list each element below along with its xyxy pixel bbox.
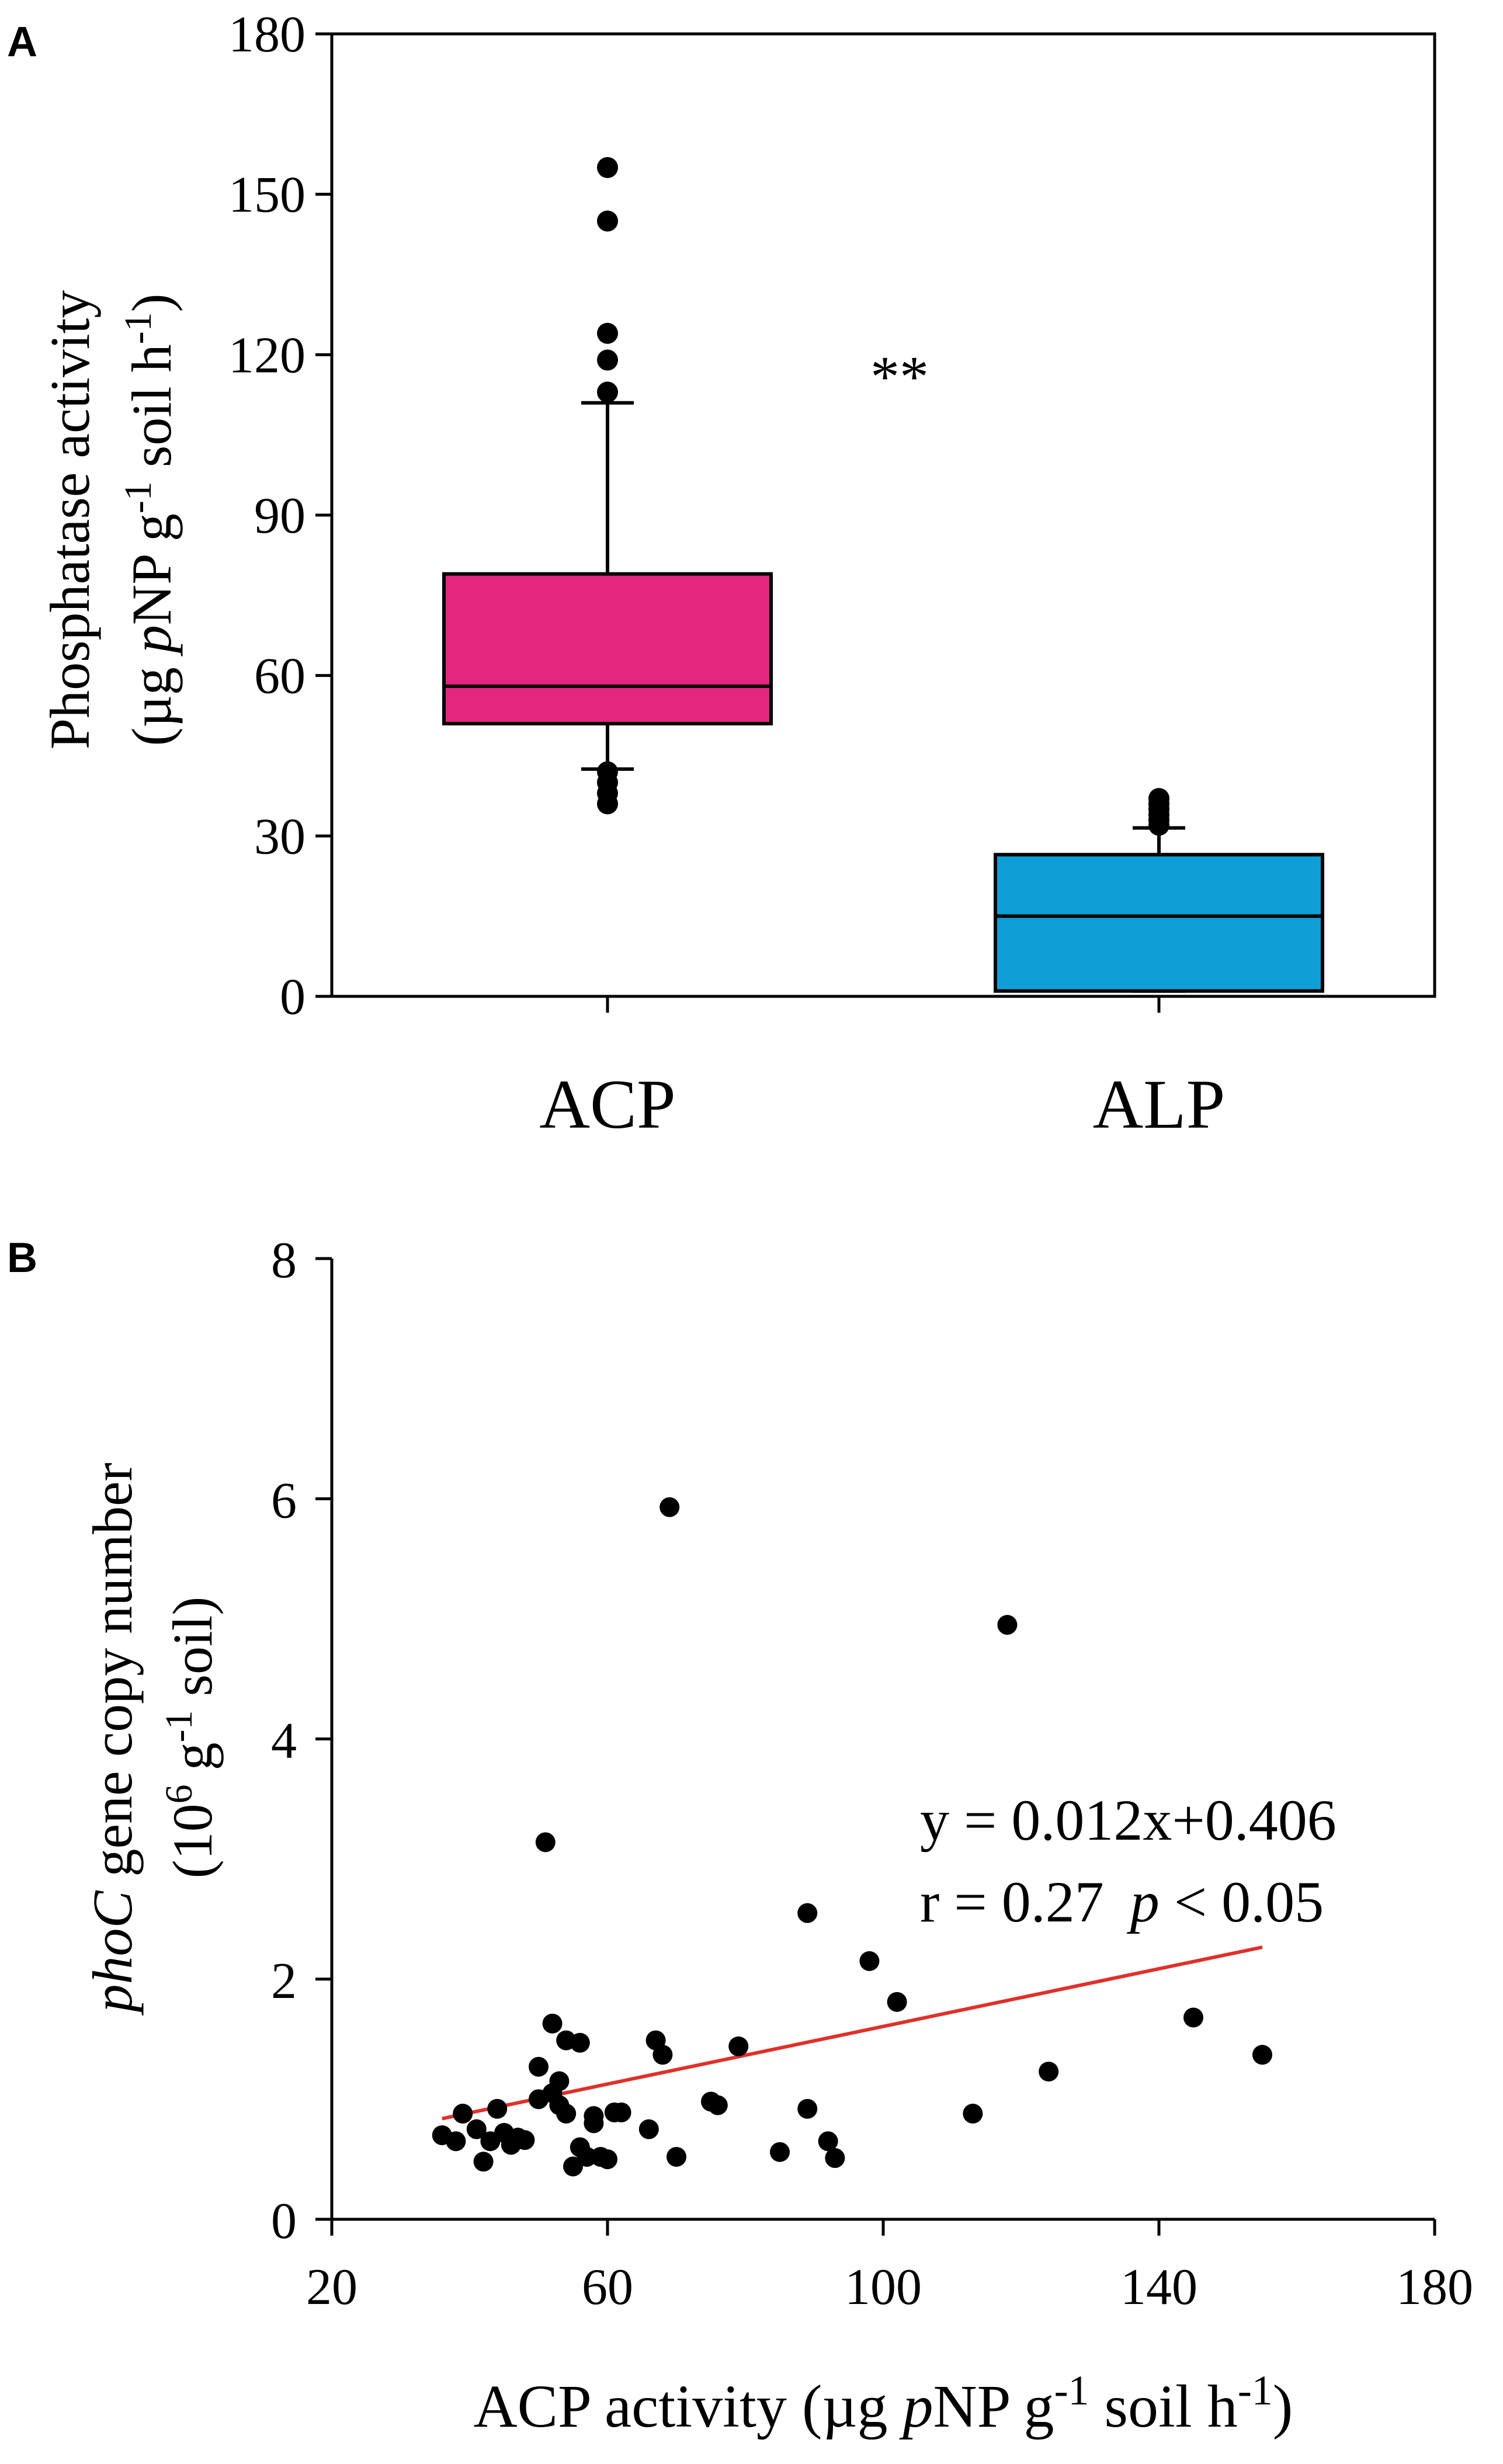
y-tick-label: 0 [280, 969, 306, 1026]
scatter-point [432, 2125, 452, 2146]
correlation-stats: r = 0.27 p < 0.05 [920, 1869, 1324, 1934]
box-plot-x-axis: ACP ALP [539, 996, 1225, 1143]
x-tick-label: 180 [1396, 2259, 1473, 2316]
box-acp [442, 572, 773, 726]
scatter-point [652, 2045, 673, 2065]
x-tick-label: 100 [845, 2259, 922, 2316]
panel-b-label: B [7, 1235, 37, 1281]
scatter-y-label-line1: phoC gene copy number [81, 1462, 144, 2015]
scatter-point [859, 1951, 880, 1971]
scatter-y-label-line2: (106 g-1 soil) [158, 1597, 224, 1879]
scatter-point [480, 2131, 501, 2152]
y-tick-label: 0 [271, 2193, 297, 2250]
scatter-point [529, 2056, 549, 2077]
scatter-fit [442, 1945, 1263, 2121]
box-plot-frame [330, 32, 1436, 998]
box-plot-y-axis: 0 30 60 90 120 150 180 [228, 6, 332, 1026]
scatter-point [659, 1497, 680, 1517]
scatter-point [667, 2147, 686, 2167]
scatter-point [549, 2071, 570, 2091]
scatter-point [577, 2147, 597, 2167]
x-tick-label: 20 [306, 2259, 357, 2316]
scatter-point [707, 2095, 728, 2115]
box-plot-boxes [442, 157, 1324, 993]
scatter-point [797, 2098, 818, 2119]
x-tick-label: 60 [582, 2259, 633, 2316]
outlier-point [597, 210, 618, 232]
y-tick-label: 30 [254, 808, 306, 865]
scatter-point [1252, 2045, 1272, 2065]
regression-line [442, 1945, 1263, 2121]
scatter-point [1039, 2062, 1059, 2082]
scatter-point [728, 2036, 749, 2056]
outlier-point [1148, 788, 1169, 809]
scatter-point [584, 2113, 604, 2133]
scatter-point [638, 2119, 659, 2139]
x-tick-label: 140 [1120, 2259, 1197, 2316]
panel-a-label: A [7, 19, 37, 65]
scatter-point [963, 2104, 983, 2124]
scatter-point [529, 2089, 549, 2109]
y-tick-label: 180 [228, 6, 306, 63]
scatter-point [598, 2149, 617, 2170]
scatter-point [487, 2098, 508, 2119]
y-tick-label: 120 [228, 327, 306, 384]
scatter-panel: 0 2 4 6 8 20 60 100 140 180 y = 0.012x+0.406 r =… [81, 1232, 1473, 2440]
x-category-label: ACP [539, 1065, 675, 1143]
scatter-point [466, 2119, 487, 2139]
scatter-y-axis: 0 2 4 6 8 [271, 1232, 332, 2250]
scatter-point [997, 1615, 1018, 1635]
outlier-point [597, 157, 618, 178]
scatter-point [604, 2102, 624, 2122]
outlier-point [597, 381, 618, 403]
y-tick-label: 60 [254, 648, 306, 705]
outlier-point [597, 761, 618, 783]
y-tick-label: 150 [228, 167, 306, 224]
significance-marker: ** [870, 344, 929, 409]
scatter-point [770, 2142, 790, 2162]
scatter-point [563, 2156, 583, 2177]
scatter-point [542, 2013, 563, 2034]
y-tick-label: 2 [271, 1953, 297, 2010]
box-plot-y-label-line2: (µg pNP g-1 soil h-1) [117, 293, 183, 746]
x-category-label: ALP [1093, 1065, 1226, 1143]
scatter-point [570, 2032, 590, 2053]
scatter-point [453, 2104, 473, 2124]
box-alp [994, 853, 1324, 993]
y-tick-label: 8 [271, 1232, 297, 1289]
scatter-point [825, 2148, 845, 2168]
scatter-x-axis: 20 60 100 140 180 [306, 2219, 1473, 2316]
box-plot-panel: 0 30 60 90 120 150 180 ACP ALP ** Phosphatase a… [39, 6, 1436, 1143]
scatter-point [887, 1992, 907, 2012]
outlier-point [597, 322, 618, 344]
scatter-points [432, 1497, 1272, 2177]
y-tick-label: 6 [271, 1472, 297, 1529]
scatter-point [1183, 2007, 1203, 2028]
regression-equation: y = 0.012x+0.406 [920, 1788, 1337, 1853]
scatter-point [797, 1903, 818, 1923]
scatter-point [535, 1832, 556, 1853]
y-tick-label: 90 [254, 488, 306, 544]
box-plot-y-label-line1: Phosphatase activity [39, 290, 101, 750]
scatter-point [515, 2130, 535, 2150]
scatter-point [818, 2131, 838, 2152]
scatter-point [473, 2152, 494, 2172]
y-tick-label: 4 [271, 1713, 297, 1770]
scatter-point [556, 2104, 577, 2124]
scatter-x-label: ACP activity (µg pNP g-1 soil h-1) [474, 2367, 1293, 2440]
outlier-point [597, 349, 618, 371]
